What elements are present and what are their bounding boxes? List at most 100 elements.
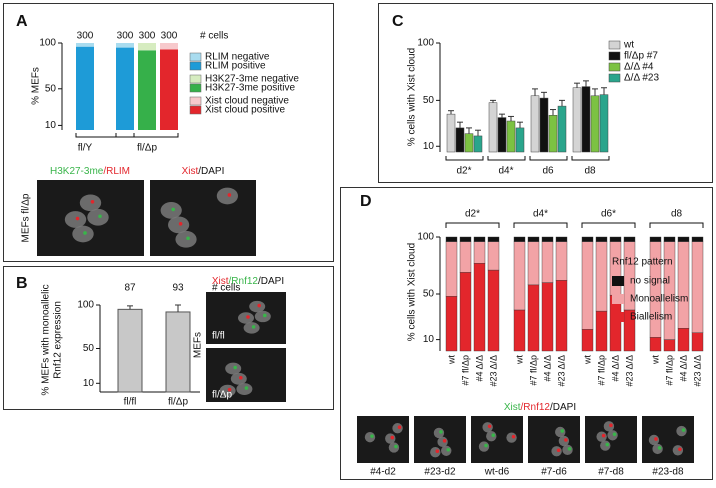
signal-dot	[439, 430, 443, 434]
bar-segment	[459, 241, 472, 273]
legend-label: Monoallelism	[630, 294, 688, 305]
image-label-part: H3K27-3me	[50, 166, 104, 177]
signal-dot	[257, 303, 262, 308]
cell-nucleus	[551, 446, 562, 457]
bar-segment	[473, 263, 486, 352]
legend-label: H3K27-3me positive	[205, 83, 295, 94]
bar	[497, 117, 507, 153]
y-axis-label: % MEFs	[31, 67, 42, 105]
bar-segment	[555, 280, 568, 352]
cell-nucleus	[482, 422, 493, 433]
legend-swatch	[189, 83, 202, 93]
bar-segment	[623, 236, 636, 242]
signal-dot	[239, 375, 243, 380]
signal-dot	[446, 447, 451, 452]
legend-swatch	[189, 52, 202, 62]
x-tick-label: #7 fl/Δp	[596, 355, 606, 386]
bar-segment	[691, 332, 704, 352]
signal-dot	[511, 434, 516, 439]
count-label: 87	[124, 283, 136, 294]
legend-label: Δ/Δ #23	[624, 73, 659, 84]
x-tick-label: wt	[514, 355, 524, 365]
legend-swatch	[608, 62, 621, 72]
bar-segment	[459, 236, 472, 242]
signal-dot	[390, 435, 395, 440]
image-label: Xist/Rnf12/DAPI	[504, 402, 576, 413]
cell-nucleus	[238, 312, 254, 324]
x-tick-label: #4 Δ/Δ	[474, 355, 484, 382]
legend-swatch	[612, 276, 624, 286]
bar-segment	[677, 328, 690, 352]
signal-dot	[612, 432, 617, 437]
cell-nucleus	[225, 362, 242, 375]
y-tick-label: 10	[83, 378, 95, 389]
cell-nucleus	[72, 225, 94, 243]
bracket	[529, 156, 568, 161]
legend-swatch	[608, 51, 621, 61]
cell-nucleus	[64, 211, 87, 228]
legend-label: fl/Δp #7	[624, 51, 658, 62]
signal-dot	[609, 423, 613, 428]
cell-nucleus	[596, 431, 607, 442]
micrograph	[150, 180, 256, 256]
y-tick-label: 10	[45, 120, 57, 131]
signal-dot	[442, 439, 447, 443]
cell-nucleus	[230, 372, 247, 385]
x-tick-label: #7 fl/Δp	[460, 355, 470, 386]
image-caption: wt-d6	[484, 467, 510, 478]
count-label: 300	[139, 31, 156, 42]
bracket	[581, 222, 636, 228]
signal-dot	[178, 222, 183, 226]
bar-segment	[649, 337, 662, 352]
image-caption: #23-d8	[652, 467, 684, 478]
image-caption: fl/fl	[212, 331, 225, 342]
bracket	[115, 133, 179, 138]
count-label: 300	[117, 31, 134, 42]
cell-nucleus	[87, 208, 109, 226]
group-label: d8	[671, 209, 683, 220]
cell-nucleus	[562, 444, 573, 456]
y-tick-label: 100	[417, 232, 434, 243]
bar	[506, 120, 516, 153]
bar-segment	[581, 241, 594, 330]
group-label: d2*	[465, 209, 480, 220]
group-label: d8	[584, 166, 596, 177]
signal-dot	[244, 386, 249, 390]
image-label-part: Xist	[504, 402, 521, 413]
bar-segment	[595, 236, 608, 242]
bar-segment	[116, 47, 134, 130]
group-label: d6*	[601, 209, 616, 220]
signal-dot	[484, 443, 488, 448]
bar-segment	[527, 284, 540, 352]
y-axis-label: % MEFs with monoallelic	[41, 284, 52, 395]
panel-letter: C	[392, 13, 404, 30]
bar	[548, 115, 558, 153]
legend-label: H3K27-3me negative	[205, 74, 299, 85]
bar-segment	[513, 236, 526, 242]
legend-label: RLIM negative	[205, 52, 270, 63]
cell-nucleus	[79, 194, 102, 212]
y-tick-label: 50	[83, 343, 95, 354]
bar	[455, 127, 465, 153]
bar-segment	[445, 241, 458, 297]
bar-segment	[663, 339, 676, 352]
bar-segment	[691, 236, 704, 242]
bar-segment	[459, 272, 472, 352]
signal-dot	[601, 433, 606, 438]
bracket	[75, 133, 135, 138]
bar-segment	[473, 241, 486, 264]
x-tick-label: wt	[582, 355, 592, 365]
cell-nucleus	[603, 421, 615, 432]
panel-box	[3, 3, 334, 262]
x-tick-label: #23 Δ/Δ	[556, 355, 566, 387]
bar-segment	[595, 310, 608, 352]
bar-segment	[138, 50, 156, 130]
bar	[581, 86, 591, 153]
micrograph	[357, 416, 409, 463]
signal-dot	[90, 200, 95, 204]
image-label: H3K27-3me/RLIM	[50, 166, 130, 177]
bar-segment	[555, 241, 568, 281]
image-caption: #7-d6	[541, 467, 567, 478]
legend-title: Rnf12 pattern	[612, 257, 673, 268]
